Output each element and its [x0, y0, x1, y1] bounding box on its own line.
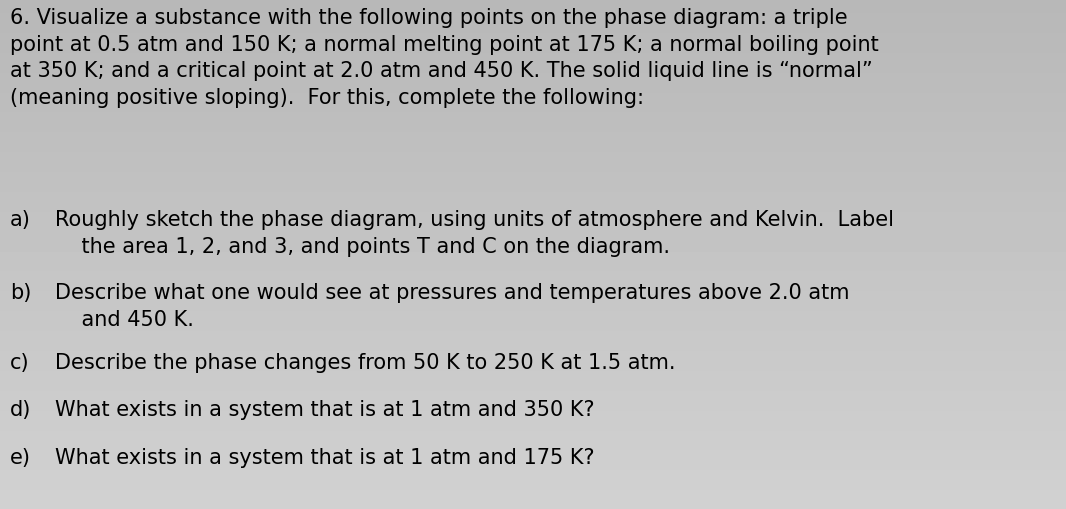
Text: What exists in a system that is at 1 atm and 175 K?: What exists in a system that is at 1 atm…: [55, 447, 595, 467]
Text: Describe what one would see at pressures and temperatures above 2.0 atm
    and : Describe what one would see at pressures…: [55, 282, 850, 329]
Text: a): a): [10, 210, 31, 230]
Text: b): b): [10, 282, 31, 302]
Text: c): c): [10, 352, 30, 372]
Text: e): e): [10, 447, 31, 467]
Text: Roughly sketch the phase diagram, using units of atmosphere and Kelvin.  Label
 : Roughly sketch the phase diagram, using …: [55, 210, 894, 256]
Text: d): d): [10, 399, 31, 419]
Text: Describe the phase changes from 50 K to 250 K at 1.5 atm.: Describe the phase changes from 50 K to …: [55, 352, 676, 372]
Text: 6. Visualize a substance with the following points on the phase diagram: a tripl: 6. Visualize a substance with the follow…: [10, 8, 878, 108]
Text: What exists in a system that is at 1 atm and 350 K?: What exists in a system that is at 1 atm…: [55, 399, 595, 419]
